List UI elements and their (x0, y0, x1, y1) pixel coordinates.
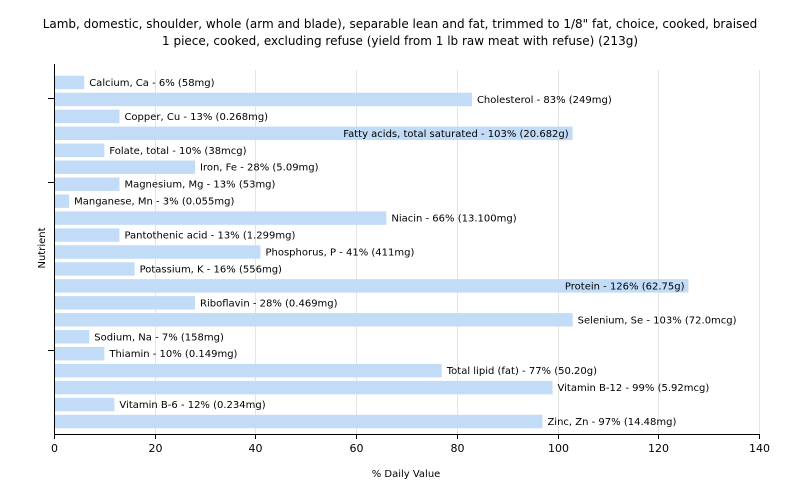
chart-title-line-2: 1 piece, cooked, excluding refuse (yield… (162, 34, 638, 48)
x-tick-label: 100 (548, 442, 569, 455)
bar-label: Copper, Cu - 13% (0.268mg) (124, 112, 268, 123)
bar (55, 92, 472, 107)
bar-label: Phosphorus, P - 41% (411mg) (265, 248, 414, 259)
bar (55, 75, 85, 90)
bar (55, 296, 195, 310)
bar-label: Manganese, Mn - 3% (0.055mg) (74, 197, 234, 208)
x-tick-label: 120 (648, 442, 669, 455)
bar-label: Thiamin - 10% (0.149mg) (108, 349, 237, 360)
bar-label: Protein - 126% (62.75g) (565, 281, 685, 292)
bar-label: Cholesterol - 83% (249mg) (477, 95, 612, 106)
bar-label: Niacin - 66% (13.100mg) (391, 214, 516, 225)
bar-label: Fatty acids, total saturated - 103% (20.… (343, 129, 568, 140)
bar (55, 279, 689, 293)
bar (55, 160, 195, 174)
bar-label: Zinc, Zn - 97% (14.48mg) (547, 417, 676, 428)
x-tick-label: 0 (51, 442, 58, 455)
bar (55, 177, 120, 191)
bar (55, 262, 135, 276)
bar-label: Vitamin B-12 - 99% (5.92mcg) (558, 383, 710, 394)
bar (55, 126, 573, 141)
bar (55, 414, 543, 429)
bar (55, 245, 261, 259)
x-tick-label: 60 (350, 442, 364, 455)
bar (55, 380, 553, 395)
bar (55, 363, 442, 378)
bar (55, 211, 387, 225)
x-tick-label: 20 (149, 442, 163, 455)
bar (55, 313, 573, 327)
y-axis-title: Nutrient (37, 227, 48, 268)
bar (55, 346, 105, 361)
bar-label: Vitamin B-6 - 12% (0.234mg) (119, 400, 265, 411)
bar (55, 397, 115, 412)
x-axis-title: % Daily Value (372, 469, 441, 480)
bar (55, 109, 120, 124)
chart-title-line-1: Lamb, domestic, shoulder, whole (arm and… (43, 17, 758, 31)
bars-group: Calcium, Ca - 6% (58mg) Cholesterol - 83%… (55, 75, 737, 429)
bar-label: Potassium, K - 16% (556mg) (140, 264, 282, 275)
bar-label: Pantothenic acid - 13% (1.299mg) (124, 231, 295, 242)
bar (55, 143, 105, 158)
x-tick-label: 140 (749, 442, 770, 455)
bar-label: Selenium, Se - 103% (72.0mcg) (578, 315, 737, 326)
bar (55, 228, 120, 242)
bar-label: Sodium, Na - 7% (158mg) (94, 332, 224, 343)
x-tick-label: 80 (451, 442, 465, 455)
bar (55, 330, 90, 344)
bar-label: Iron, Fe - 28% (5.09mg) (200, 163, 319, 174)
bar-label: Riboflavin - 28% (0.469mg) (200, 298, 338, 309)
bar-label: Calcium, Ca - 6% (58mg) (89, 78, 214, 89)
bar-label: Folate, total - 10% (38mcg) (109, 146, 246, 157)
x-tick-label: 40 (249, 442, 263, 455)
bar-label: Total lipid (fat) - 77% (50.20g) (446, 366, 597, 377)
bar (55, 194, 70, 208)
bar-label: Magnesium, Mg - 13% (53mg) (124, 180, 275, 191)
axes-group: 0 20 40 60 80 100 120 140 (48, 64, 770, 455)
